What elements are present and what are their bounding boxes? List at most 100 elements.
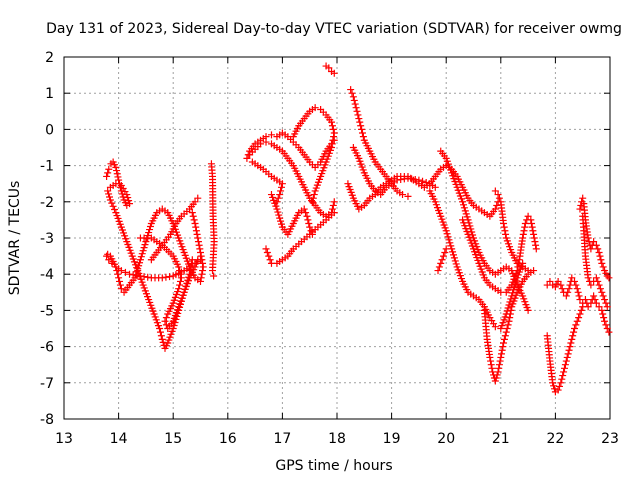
axis-ticks: 13 14 15 16 17 18 19 20 21 22 23210-1-2-3-4-5-6-7-…	[40, 50, 619, 447]
data-point	[434, 267, 442, 275]
data-point	[138, 250, 146, 258]
data-point	[196, 245, 204, 253]
y-tick-label: 2	[45, 50, 54, 66]
data-point	[595, 281, 603, 289]
data-point	[527, 216, 535, 224]
data-point	[565, 285, 573, 293]
data-point	[451, 257, 459, 265]
data-point	[113, 170, 121, 178]
data-point	[199, 267, 207, 275]
data-point	[603, 303, 611, 311]
data-point	[521, 223, 529, 231]
data-point	[399, 191, 407, 199]
data-point	[274, 194, 282, 202]
data-point	[591, 296, 599, 304]
data-point	[136, 259, 144, 267]
data-point	[105, 190, 113, 198]
data-point	[506, 310, 514, 318]
data-point	[308, 230, 316, 238]
data-point	[194, 238, 202, 246]
data-point	[528, 223, 536, 231]
data-point	[194, 194, 202, 202]
data-point	[445, 236, 453, 244]
data-point	[176, 277, 184, 285]
data-point	[136, 256, 144, 264]
data-point	[601, 317, 609, 325]
data-point	[116, 277, 124, 285]
data-point	[438, 256, 446, 264]
data-point	[507, 306, 515, 314]
data-point	[571, 277, 579, 285]
data-point	[156, 328, 164, 336]
series-track-e	[147, 194, 202, 264]
x-tick-label: 16	[219, 431, 237, 447]
data-point	[142, 238, 150, 246]
y-tick-label: 1	[45, 86, 54, 102]
data-point	[329, 136, 337, 144]
series-track-o	[349, 144, 439, 199]
data-point	[117, 285, 125, 293]
data-point	[439, 252, 447, 260]
data-point	[452, 260, 460, 268]
data-point	[435, 263, 443, 271]
data-point	[192, 227, 200, 235]
data-point	[117, 182, 125, 190]
series-track-s	[459, 212, 540, 296]
data-point	[263, 248, 271, 256]
data-point	[353, 107, 361, 115]
data-point	[146, 223, 154, 231]
data-point	[193, 230, 201, 238]
data-points	[103, 62, 613, 396]
data-point	[419, 177, 427, 185]
data-point	[493, 371, 501, 379]
data-point	[462, 210, 470, 218]
data-point	[559, 372, 567, 380]
data-point	[498, 346, 506, 354]
data-point	[550, 385, 558, 393]
data-point	[590, 238, 598, 246]
data-point	[501, 227, 509, 235]
data-point	[354, 111, 362, 119]
data-point	[505, 317, 513, 325]
y-tick-label: -3	[40, 231, 54, 247]
data-point	[300, 205, 308, 213]
data-point	[529, 227, 537, 235]
data-point	[515, 256, 523, 264]
data-point	[181, 285, 189, 293]
data-point	[449, 248, 457, 256]
data-point	[182, 282, 190, 290]
data-point	[355, 115, 363, 123]
data-point	[328, 118, 336, 126]
data-point	[329, 201, 337, 209]
data-point	[491, 377, 499, 385]
data-point	[488, 364, 496, 372]
series-track-u	[491, 187, 532, 275]
data-point	[277, 187, 285, 195]
data-point	[116, 281, 124, 289]
data-point	[210, 272, 218, 280]
data-point	[574, 288, 582, 296]
data-point	[119, 193, 127, 201]
data-point	[277, 183, 285, 191]
data-point	[124, 194, 132, 202]
data-point	[126, 270, 134, 278]
data-point	[566, 343, 574, 351]
series-track-z	[579, 212, 611, 311]
data-point	[562, 357, 570, 365]
data-point	[531, 238, 539, 246]
data-point	[156, 325, 164, 332]
data-point	[599, 263, 607, 271]
data-point	[447, 242, 455, 250]
data-point	[524, 306, 532, 314]
data-point	[459, 201, 467, 209]
data-point	[352, 104, 360, 112]
data-point	[592, 241, 600, 249]
data-point	[584, 274, 592, 282]
data-point	[500, 223, 508, 231]
data-point	[506, 314, 514, 322]
data-point	[577, 306, 585, 314]
x-tick-label: 20	[437, 431, 455, 447]
series-track-x	[543, 274, 613, 336]
data-point	[133, 268, 141, 276]
